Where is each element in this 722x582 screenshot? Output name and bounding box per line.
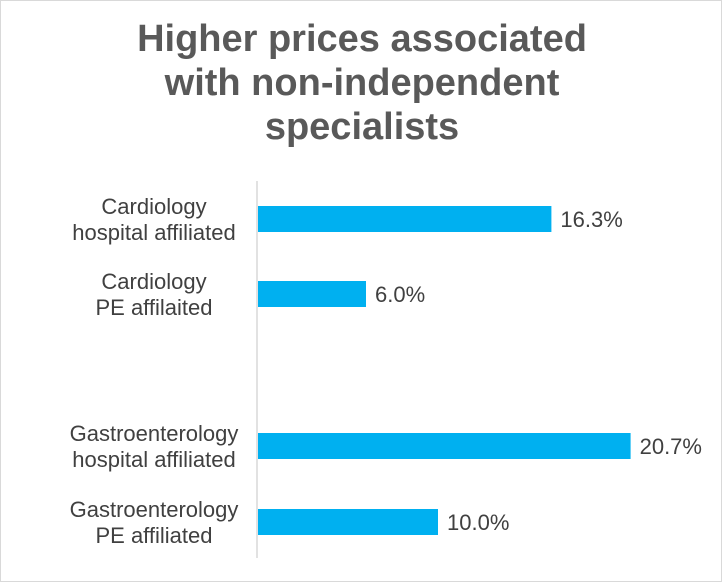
chart-title: Higher prices associated with non-indepe… <box>137 18 587 148</box>
category-label-2: Gastroenterology hospital affiliated <box>70 421 239 472</box>
bar-2 <box>258 433 631 459</box>
data-label-1: 6.0% <box>375 282 425 307</box>
category-label-3: Gastroenterology PE affiliated <box>70 497 239 548</box>
bar-0 <box>258 206 552 232</box>
bar-1 <box>258 281 366 307</box>
category-label-0: Cardiology hospital affiliated <box>72 194 236 245</box>
category-label-1: Cardiology PE affilaited <box>95 269 212 320</box>
data-label-3: 10.0% <box>447 510 509 535</box>
data-label-0: 16.3% <box>560 207 622 232</box>
bar-3 <box>258 509 438 535</box>
data-label-2: 20.7% <box>640 434 702 459</box>
